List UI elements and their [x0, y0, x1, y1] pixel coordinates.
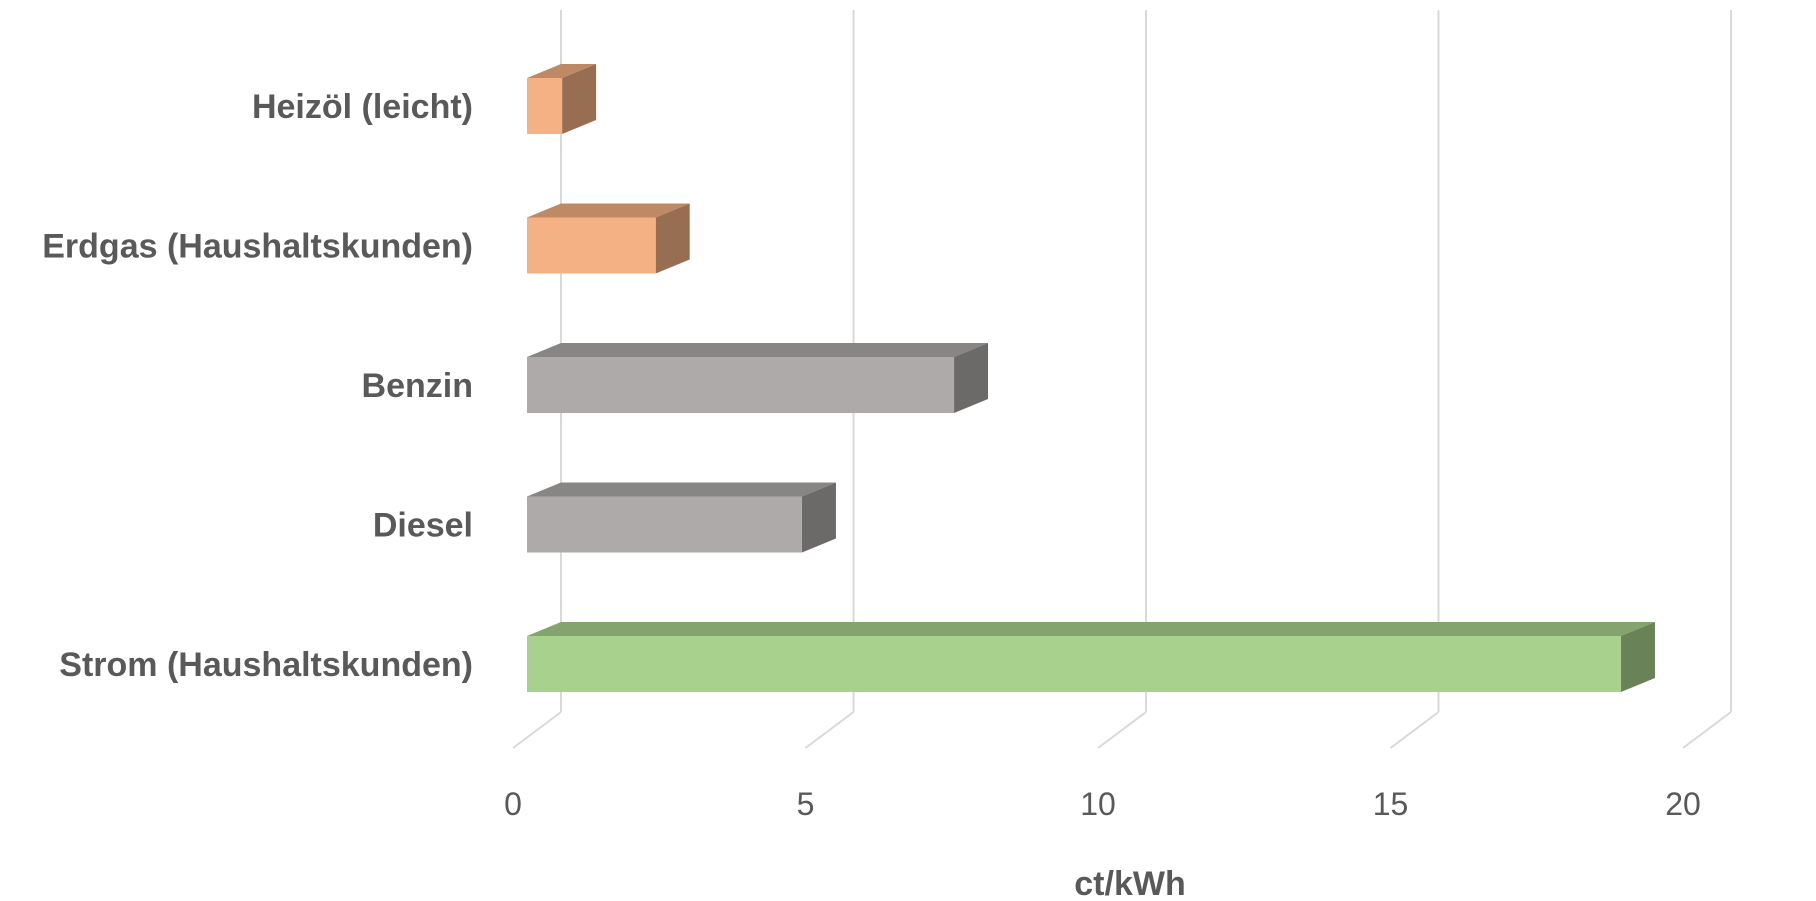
- bar-front: [527, 217, 656, 274]
- bar-top: [527, 482, 836, 497]
- category-label: Benzin: [362, 367, 473, 405]
- gridline-floor: [512, 711, 562, 749]
- category-label: Diesel: [373, 507, 473, 545]
- gridline-floor: [1097, 711, 1147, 749]
- bar: [527, 203, 690, 274]
- gridline-floor: [1389, 711, 1440, 749]
- bar-side: [1620, 622, 1655, 692]
- bar-side: [801, 482, 836, 553]
- x-tick-label: 0: [504, 786, 522, 822]
- x-axis-title: ct/kWh: [1074, 865, 1185, 901]
- bar-top: [527, 343, 989, 357]
- x-tick-label: 20: [1665, 786, 1701, 822]
- bar-side: [954, 343, 989, 413]
- gridline-floor: [804, 711, 855, 749]
- bar-side: [655, 203, 690, 274]
- x-tick-label: 15: [1373, 786, 1409, 822]
- x-tick-label: 5: [797, 786, 815, 822]
- bar: [527, 343, 989, 413]
- category-label: Heizöl (leicht): [252, 88, 473, 126]
- bar-side: [562, 64, 597, 134]
- bars: [527, 64, 1655, 692]
- bar-front: [527, 78, 563, 134]
- bar: [527, 482, 836, 553]
- gridline-floor: [1682, 711, 1732, 749]
- bar: [527, 622, 1655, 692]
- category-label: Erdgas (Haushaltskunden): [42, 228, 473, 266]
- bar-top: [527, 622, 1655, 636]
- category-labels: Heizöl (leicht) Erdgas (Haushaltskunden) B…: [42, 88, 473, 684]
- bar: [527, 64, 597, 134]
- category-label: Strom (Haushaltskunden): [59, 646, 473, 684]
- bar-front: [527, 636, 1621, 692]
- tick-labels: 0 5 10 15 20: [504, 786, 1701, 822]
- bar-front: [527, 357, 955, 413]
- bar-top: [527, 203, 690, 218]
- bar-top: [527, 64, 597, 78]
- x-tick-label: 10: [1080, 786, 1116, 822]
- bar-front: [527, 496, 802, 553]
